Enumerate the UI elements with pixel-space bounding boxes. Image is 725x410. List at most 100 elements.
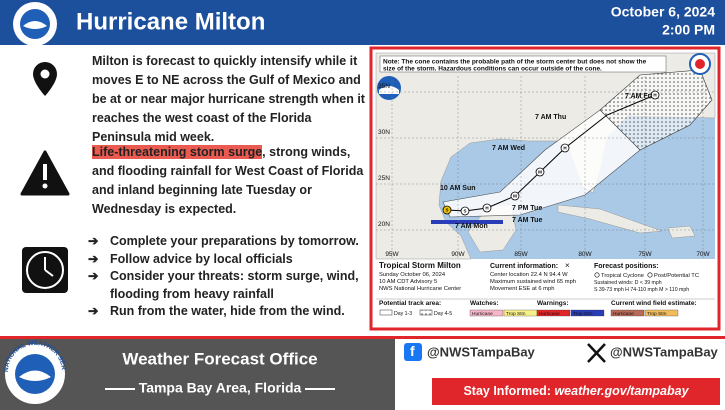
hispaniola (667, 225, 696, 239)
arrow: ➔ (88, 251, 99, 266)
lat-label: 25N (378, 175, 390, 182)
legend-text: Warnings: (537, 300, 569, 307)
legend-text: Trop Stm (647, 311, 667, 317)
cuba (557, 204, 663, 234)
marker-letter: M (513, 194, 517, 199)
map: Note: The cone contains the probable pat… (375, 52, 716, 260)
facebook-icon (404, 343, 422, 361)
legend-text: Day 1-3 (394, 311, 412, 317)
action: ➔ Consider your threats: storm surge, win… (88, 268, 368, 303)
lon-label: 80W (578, 251, 592, 258)
legend-swatch (644, 309, 679, 317)
summary: Milton is forecast to quickly intensify … (92, 54, 365, 144)
lat-label: 35N (378, 83, 390, 90)
legend-text: Current information: (490, 263, 558, 270)
lon-label: 95W (385, 251, 399, 258)
legend-text: Hurricane (539, 311, 560, 317)
position-marker (442, 205, 452, 215)
legend-text: Potential track area: (379, 300, 441, 307)
lon-label: 75W (638, 251, 652, 258)
lat-label: 30N (378, 129, 390, 136)
legend-text: Tropical Cyclone (601, 273, 644, 279)
legend-text: Hurricane (613, 311, 634, 317)
legend-swatch (570, 309, 605, 317)
impacts: , strong winds, and flooding rainfall fo… (92, 145, 364, 216)
lon-label: 70W (696, 251, 710, 258)
impacts-paragraph: Life-threatening storm surge, strong win… (92, 143, 370, 219)
x-handle: @NWSTampaBay (610, 344, 719, 359)
highlight: Life-threatening storm surge (92, 145, 263, 159)
legend-text: Forecast positions: (594, 263, 659, 270)
arrow: ➔ (88, 234, 99, 248)
arrow: ➔ (88, 304, 99, 318)
legend-text: Trop Stm (573, 311, 593, 317)
time-label: 10 AM Sun (440, 185, 476, 192)
legend-text: Center location 22.4 N 94.4 W (490, 272, 568, 278)
warning-area (431, 220, 503, 224)
footer-band (0, 339, 395, 410)
map-note: Note: The cone contains the probable pat… (383, 59, 647, 66)
stay-line: Stay Informed: weather.gov/tampabay (463, 384, 689, 398)
legend-text: Sunday October 06, 2024 (379, 272, 446, 278)
action-text: Follow advice by local officials (110, 251, 293, 266)
legend-swatch (469, 309, 504, 317)
note-box (379, 55, 667, 73)
marker-letter: M (538, 170, 542, 175)
header-bar (0, 0, 725, 45)
legend-text: Current wind field estimate: (611, 300, 697, 307)
lon-label: 90W (451, 251, 465, 258)
marker-letter: S (463, 209, 466, 214)
legend-text: Trop Stm (506, 311, 526, 317)
position-marker (510, 191, 520, 201)
url: weather.gov/tampabay (554, 384, 689, 398)
pin-icon (33, 62, 57, 96)
position-marker (482, 203, 492, 213)
time-label: 7 AM Mon (455, 223, 488, 230)
action-text: Complete your preparations by tomorrow. (110, 234, 359, 248)
legend-text: 10 AM CDT Advisory 5 (379, 279, 437, 285)
office: Weather Forecast Office (122, 349, 317, 368)
legend-text: Post/Potential TC (654, 273, 699, 279)
x-glyph: × (565, 261, 570, 270)
marker-letter: H (563, 146, 566, 151)
action: ➔ Complete your preparations by tomorrow. (88, 233, 368, 251)
warning-icon (20, 150, 70, 196)
legend-swatch (610, 309, 645, 317)
legend-symbol (594, 272, 600, 278)
time-label: 7 AM Fri (625, 93, 652, 100)
position-marker (560, 143, 570, 153)
actions: ➔ Complete your preparations by tomorrow.… (88, 233, 368, 321)
facebook-glyph: f (410, 343, 415, 359)
legend-swatch (419, 309, 433, 316)
time: 2:00 PM (662, 22, 715, 38)
lat-label: 20N (378, 221, 390, 228)
nws-map-logo (689, 53, 711, 75)
position-marker (650, 90, 660, 100)
marker-letter: H (485, 206, 488, 211)
facebook-handle: @NWSTampaBay (427, 344, 536, 359)
storm-name: Tropical Storm Milton (379, 261, 461, 270)
title: Hurricane Milton (76, 8, 265, 35)
marker-letter: H (653, 93, 656, 98)
action: ➔ Run from the water, hide from the wind. (88, 303, 368, 321)
legend-text: Sustained winds: D < 39 mph (594, 280, 662, 286)
position-marker (460, 206, 470, 216)
legend-text: NWS National Hurricane Center (379, 286, 461, 292)
time-label: 7 AM Wed (492, 145, 525, 152)
footer-stripe (0, 336, 725, 339)
area: Tampa Bay Area, Florida (139, 380, 302, 396)
legend-text: Maximum sustained wind 65 mph (490, 279, 576, 285)
legend-text: Watches: (470, 300, 499, 307)
legend-swatch (536, 309, 571, 317)
stay-box (432, 378, 720, 405)
time-label: 7 PM Tue (512, 205, 542, 212)
legend-text: Hurricane (472, 311, 493, 317)
time-label: 7 AM Thu (535, 114, 566, 121)
marker-letter: S (445, 208, 448, 213)
action-text: Consider your threats: storm surge, wind… (110, 269, 359, 301)
position-marker (535, 167, 545, 177)
stay-label: Stay Informed: (463, 384, 551, 398)
arrow: ➔ (88, 269, 99, 283)
clock-icon (22, 247, 68, 293)
